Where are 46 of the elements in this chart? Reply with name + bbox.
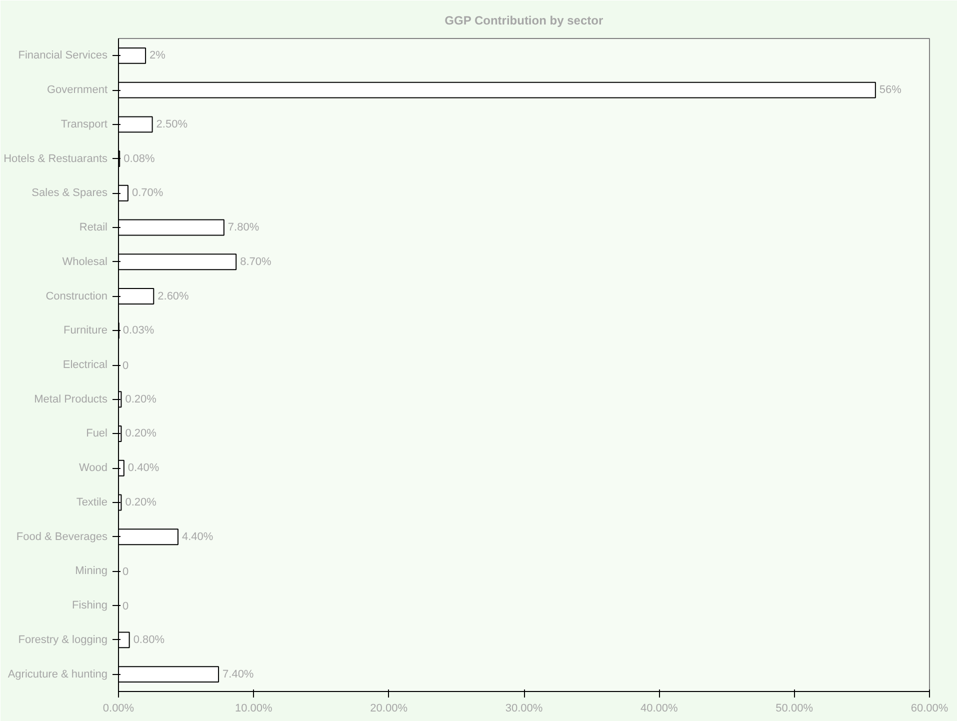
x-tick-label: 30.00% — [505, 702, 543, 714]
x-tick-label: 50.00% — [776, 702, 814, 714]
y-tick-label: Hotels & Restuarants — [4, 152, 108, 165]
data-label: 0.70% — [132, 187, 164, 200]
y-tick-label: Furniture — [63, 324, 108, 337]
data-label: 0 — [122, 600, 129, 613]
y-tick-label: Fishing — [72, 600, 108, 612]
x-tick-label: 10.00% — [235, 702, 273, 714]
y-tick-label: Wood — [78, 462, 108, 474]
data-label: 0.20% — [125, 496, 157, 508]
data-label: 2% — [150, 50, 166, 62]
y-tick-label: Electrical — [62, 359, 108, 371]
y-tick-label: Retail — [79, 222, 108, 234]
data-label: 8.70% — [240, 256, 272, 268]
data-label: 0.08% — [124, 152, 155, 165]
x-tick-label: 20.00% — [370, 702, 408, 714]
x-tick-label: 60.00% — [910, 702, 948, 714]
y-tick-label: Transport — [60, 118, 108, 130]
y-tick-label: Mining — [75, 565, 108, 578]
y-tick-label: Fuel — [86, 428, 108, 440]
x-tick-label: 0.00% — [102, 702, 134, 714]
data-label: 7.80% — [228, 222, 260, 234]
y-tick-label: Construction — [46, 290, 108, 302]
data-label: 0.40% — [128, 462, 160, 474]
y-tick-label: Textile — [76, 496, 108, 508]
data-label: 7.40% — [222, 668, 254, 680]
y-tick-label: Agricuture & hunting — [8, 668, 108, 680]
chart-title: GGP Contribution by sector — [444, 14, 604, 28]
x-tick-label: 40.00% — [640, 702, 678, 714]
data-label: 0 — [122, 360, 129, 372]
data-label: 2.50% — [156, 118, 188, 130]
data-label: 4.40% — [182, 530, 214, 543]
data-label: 0.20% — [125, 393, 157, 406]
y-tick-label: Forestry & logging — [18, 634, 108, 646]
y-tick-label: Government — [46, 84, 108, 96]
data-label: 2.60% — [158, 290, 190, 302]
y-tick-label: Financial Services — [18, 50, 108, 62]
data-label: 56% — [879, 84, 902, 96]
data-label: 0.20% — [125, 428, 157, 440]
data-label: 0.80% — [133, 634, 165, 646]
y-tick-label: Wholesal — [62, 256, 108, 268]
y-tick-label: Food & Beverages — [16, 530, 108, 543]
y-tick-label: Metal Products — [34, 393, 108, 406]
y-tick-label: Sales & Spares — [32, 187, 108, 200]
data-label: 0 — [122, 566, 129, 578]
data-label: 0.03% — [122, 324, 154, 337]
